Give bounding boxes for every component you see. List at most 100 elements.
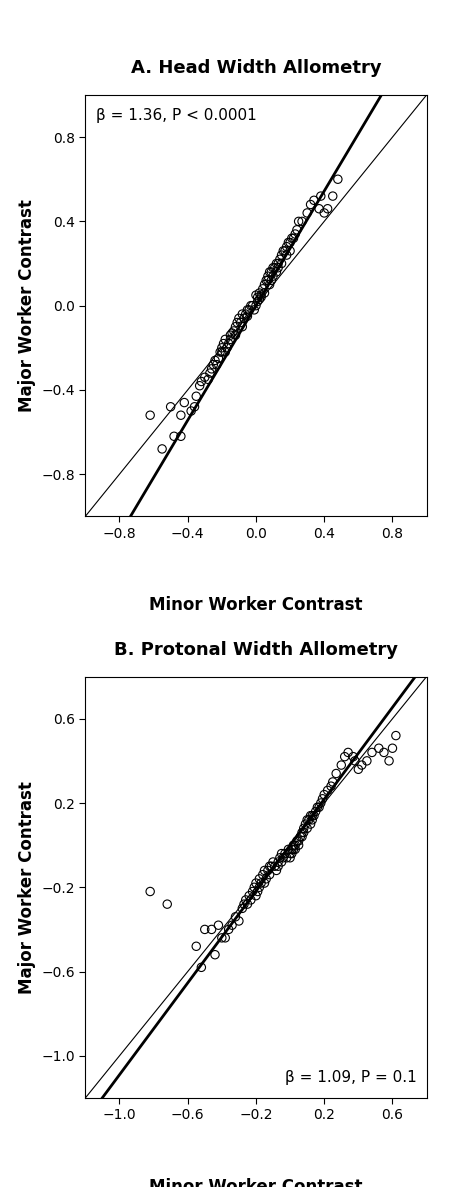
Point <box>232 317 239 336</box>
Point <box>274 852 282 871</box>
Point <box>314 798 321 817</box>
Point <box>257 286 265 305</box>
Point <box>216 343 224 362</box>
Point <box>281 844 289 863</box>
Point <box>244 300 251 319</box>
Point <box>288 840 296 859</box>
Point <box>267 262 275 281</box>
Point <box>227 330 234 349</box>
Point <box>225 920 232 939</box>
Point <box>307 195 314 214</box>
Point <box>273 262 280 281</box>
Point <box>307 806 314 825</box>
Point <box>208 360 215 379</box>
Point <box>218 338 226 357</box>
Point <box>192 387 200 406</box>
Point <box>206 363 214 382</box>
Point <box>266 857 273 876</box>
Y-axis label: Major Worker Contrast: Major Worker Contrast <box>18 781 36 994</box>
Point <box>269 259 277 278</box>
Text: β = 1.36, P < 0.0001: β = 1.36, P < 0.0001 <box>96 108 256 122</box>
Point <box>201 368 209 387</box>
Point <box>307 814 314 833</box>
Point <box>170 427 178 446</box>
Point <box>255 290 263 309</box>
Point <box>320 785 328 804</box>
Point <box>263 271 270 290</box>
Point <box>278 246 285 265</box>
Point <box>198 958 205 977</box>
Point <box>221 330 229 349</box>
Point <box>146 882 154 901</box>
Point <box>223 338 231 357</box>
Point <box>271 857 279 876</box>
Point <box>192 937 200 956</box>
Point <box>191 398 198 417</box>
Point <box>167 398 174 417</box>
Point <box>317 186 325 205</box>
Point <box>254 882 262 901</box>
Point <box>267 857 275 876</box>
Point <box>280 241 287 260</box>
Point <box>232 907 239 926</box>
Point <box>292 836 299 855</box>
Point <box>363 751 371 770</box>
Point <box>252 297 260 316</box>
Point <box>255 869 263 888</box>
Point <box>218 928 226 947</box>
Point <box>244 895 251 914</box>
Point <box>284 840 292 859</box>
Point <box>264 267 272 286</box>
Point <box>288 844 296 863</box>
Point <box>334 170 342 189</box>
Point <box>211 351 219 370</box>
Point <box>283 849 291 868</box>
Point <box>208 920 215 939</box>
Point <box>380 743 388 762</box>
Point <box>259 865 266 884</box>
Point <box>261 284 268 303</box>
Point <box>198 372 205 391</box>
Point <box>220 334 228 353</box>
Point <box>283 237 291 256</box>
Point <box>288 229 296 248</box>
Point <box>255 284 263 303</box>
Text: Minor Worker Contrast: Minor Worker Contrast <box>149 596 363 614</box>
Point <box>201 920 209 939</box>
Point <box>312 802 319 821</box>
Point <box>305 811 313 830</box>
Point <box>324 199 331 218</box>
Point <box>298 827 306 846</box>
Point <box>237 313 245 332</box>
Point <box>259 279 266 298</box>
Point <box>286 233 294 252</box>
Point <box>327 776 335 795</box>
Point <box>273 861 280 880</box>
Y-axis label: Major Worker Contrast: Major Worker Contrast <box>18 199 36 412</box>
Point <box>215 349 222 368</box>
Point <box>240 309 248 328</box>
Point <box>358 756 365 775</box>
Point <box>385 751 393 770</box>
Point <box>218 343 226 362</box>
Point <box>238 899 246 918</box>
Point <box>257 874 265 893</box>
Point <box>290 836 297 855</box>
Point <box>228 915 236 934</box>
Point <box>266 262 273 281</box>
Point <box>254 292 262 311</box>
Point <box>249 297 256 316</box>
Point <box>298 823 306 842</box>
Point <box>273 254 280 273</box>
Point <box>235 309 243 328</box>
Point <box>230 322 237 341</box>
Text: β = 1.09, P = 0.1: β = 1.09, P = 0.1 <box>284 1071 416 1085</box>
Point <box>295 211 302 230</box>
Point <box>298 211 306 230</box>
Point <box>271 259 279 278</box>
Point <box>293 221 301 240</box>
Point <box>242 305 249 324</box>
Point <box>247 297 255 316</box>
Point <box>261 275 268 294</box>
Point <box>278 852 285 871</box>
